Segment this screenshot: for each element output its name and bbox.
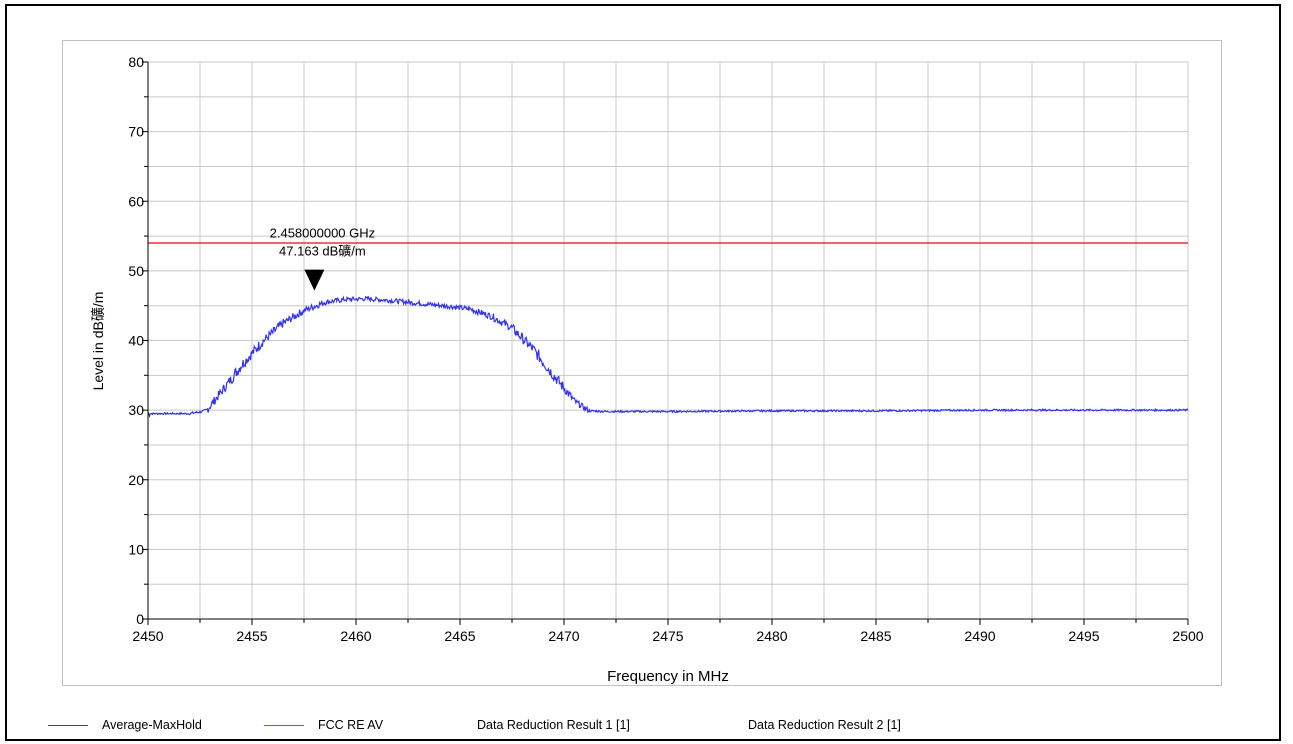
legend-item-fcc-re-av: FCC RE AV [264,716,383,734]
chart-panel [62,40,1222,686]
x-tick-label: 2460 [340,628,371,644]
x-tick-label: 2480 [756,628,787,644]
legend-item-data-reduction-2: Data Reduction Result 2 [1] [748,716,901,734]
x-tick-label: 2485 [860,628,891,644]
legend-label: FCC RE AV [318,718,384,732]
y-tick-label: 30 [128,402,144,418]
y-axis-label: Level in dB礦/m [90,292,106,391]
x-tick-label: 2455 [236,628,267,644]
y-tick-label: 70 [128,124,144,140]
y-tick-label: 60 [128,193,144,209]
x-tick-label: 2475 [652,628,683,644]
legend-swatch-red [264,724,304,726]
peak-marker-frequency-label: 2.458000000 GHz [270,226,376,241]
x-tick-label: 2450 [132,628,163,644]
trace-average-maxhold [147,295,1189,419]
y-tick-label: 20 [128,472,144,488]
trace-group [147,295,1189,419]
x-tick-label: 2470 [548,628,579,644]
legend-item-data-reduction-1: Data Reduction Result 1 [1] [477,716,630,734]
legend-label: Data Reduction Result 2 [1] [748,718,901,732]
peak-marker-triangle [304,269,325,291]
y-tick-label: 40 [128,333,144,349]
peak-marker-level-label: 47.163 dB礦/m [279,244,366,259]
y-tick-label: 80 [128,54,144,70]
x-tick-label: 2490 [964,628,995,644]
grid [147,61,1189,620]
tick-labels: 2450 2455 2460 2465 2470 2475 2480 2485 2490 2495… [128,54,1203,644]
y-tick-label: 50 [128,263,144,279]
legend-swatch-blue [48,724,88,726]
y-tick-label: 0 [136,611,144,627]
x-tick-label: 2465 [444,628,475,644]
peak-marker-group: 2.458000000 GHz 47.163 dB礦/m [270,226,376,291]
x-tick-label: 2500 [1172,628,1203,644]
y-tick-label: 10 [128,541,144,557]
legend-item-average-maxhold: Average-MaxHold [48,716,202,734]
legend-label: Data Reduction Result 1 [1] [477,718,630,732]
x-axis-label: Frequency in MHz [607,668,729,685]
legend-label: Average-MaxHold [102,718,202,732]
x-tick-label: 2495 [1068,628,1099,644]
axes [142,61,1189,625]
